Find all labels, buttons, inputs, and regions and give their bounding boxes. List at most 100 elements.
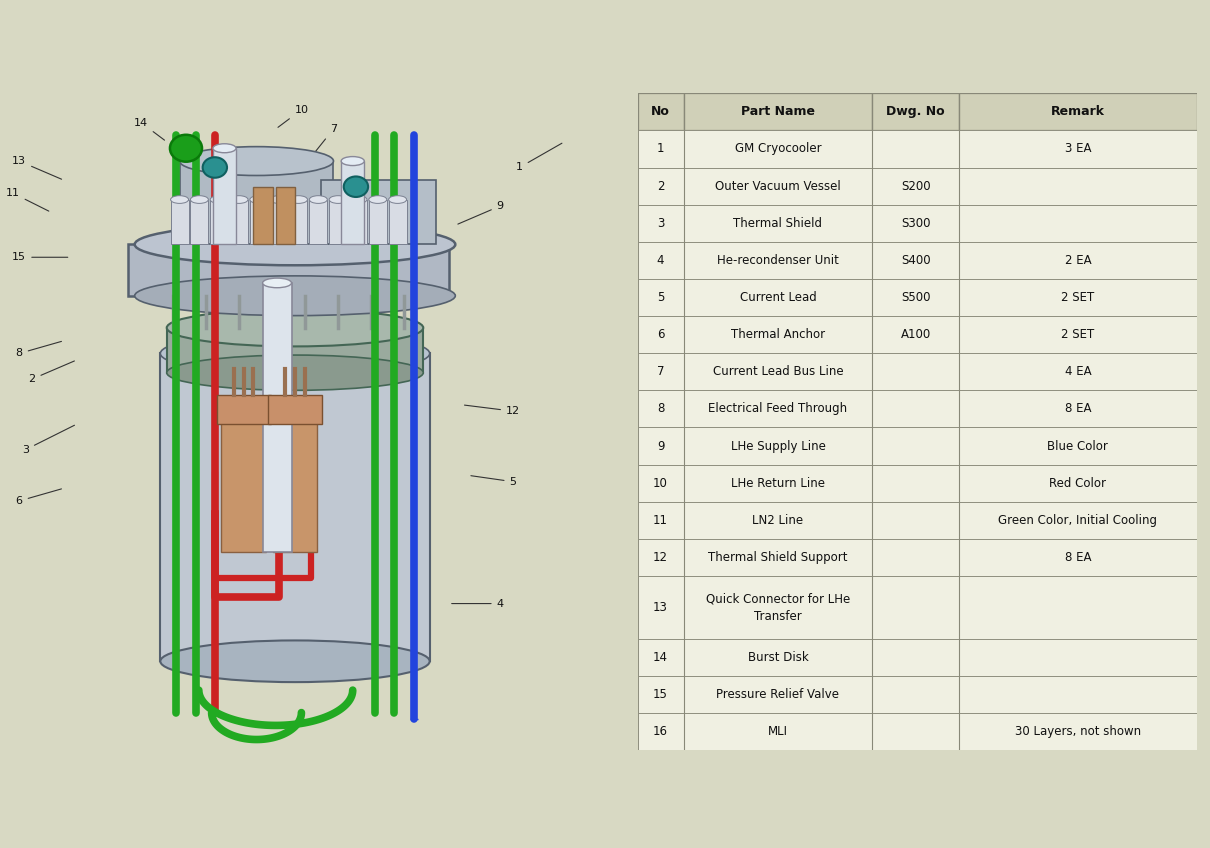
Bar [684,676,872,713]
Bar [960,465,1197,502]
Text: No: No [651,105,670,119]
Bar [684,204,872,242]
Bar [684,242,872,279]
Bar [872,353,960,390]
Ellipse shape [289,196,307,204]
Text: 2 EA: 2 EA [1065,254,1091,267]
Bar [213,148,236,244]
Text: Outer Vacuum Vessel: Outer Vacuum Vessel [715,180,841,192]
Text: GM Cryocooler: GM Cryocooler [734,142,822,155]
Text: S300: S300 [901,217,930,230]
Ellipse shape [202,157,227,178]
Ellipse shape [341,157,364,165]
Bar [684,502,872,538]
Text: 1: 1 [657,142,664,155]
Ellipse shape [329,196,347,204]
Ellipse shape [160,332,430,374]
Bar [960,639,1197,676]
Bar [638,279,684,316]
Bar [684,93,872,131]
Bar [872,576,960,639]
Bar [684,168,872,204]
Bar [872,639,960,676]
Bar [369,199,387,244]
Bar [960,242,1197,279]
Bar [960,390,1197,427]
Bar [960,427,1197,465]
Bar [872,713,960,750]
Text: S200: S200 [901,180,930,192]
Bar [321,181,436,244]
Bar [684,427,872,465]
Bar [270,199,288,244]
Bar [167,328,424,372]
Bar [276,187,295,244]
Bar [638,93,684,131]
Text: 8 EA: 8 EA [1065,551,1091,564]
Text: Electrical Feed Through: Electrical Feed Through [708,403,847,416]
Text: Thermal Anchor: Thermal Anchor [731,328,825,341]
Bar [872,465,960,502]
Bar [872,168,960,204]
Bar [960,538,1197,576]
Text: 16: 16 [653,725,668,739]
Ellipse shape [171,196,189,204]
Text: 11: 11 [653,514,668,527]
Text: 10: 10 [653,477,668,489]
Bar [289,199,307,244]
Ellipse shape [169,135,202,162]
Text: S500: S500 [901,291,930,304]
Text: Current Lead: Current Lead [739,291,817,304]
Text: Burst Disk: Burst Disk [748,651,808,664]
Bar [250,199,267,244]
Ellipse shape [230,196,248,204]
Bar [960,316,1197,353]
Text: Thermal Shield: Thermal Shield [733,217,823,230]
Text: 9: 9 [457,201,503,224]
Bar [872,390,960,427]
Text: 12: 12 [653,551,668,564]
Text: 3: 3 [657,217,664,230]
Bar [638,427,684,465]
Bar [960,676,1197,713]
Bar [684,639,872,676]
Text: LN2 Line: LN2 Line [753,514,803,527]
Text: Quick Connector for LHe
Transfer: Quick Connector for LHe Transfer [705,593,851,622]
Bar [638,576,684,639]
Text: Part Name: Part Name [741,105,816,119]
Text: 2: 2 [657,180,664,192]
Bar [872,204,960,242]
Text: 5: 5 [657,291,664,304]
Bar [263,283,292,552]
Text: 4 EA: 4 EA [1065,365,1091,378]
Bar [872,242,960,279]
Bar [638,131,684,168]
Bar [217,395,271,424]
Bar [310,199,327,244]
Bar [684,538,872,576]
Text: 1: 1 [515,143,561,172]
Bar [872,538,960,576]
Bar [638,390,684,427]
Text: 2: 2 [29,361,74,384]
Bar [190,199,208,244]
Text: LHe Supply Line: LHe Supply Line [731,439,825,453]
Bar [638,353,684,390]
Ellipse shape [211,196,229,204]
Text: A100: A100 [900,328,930,341]
Bar [960,93,1197,131]
Text: He-recondenser Unit: He-recondenser Unit [718,254,839,267]
Text: Pressure Relief Valve: Pressure Relief Valve [716,689,840,701]
Bar [960,353,1197,390]
Text: 4: 4 [451,599,503,609]
Bar [638,316,684,353]
Bar [872,502,960,538]
Bar [960,204,1197,242]
Text: Thermal Shield Support: Thermal Shield Support [708,551,848,564]
Text: Red Color: Red Color [1049,477,1106,489]
Text: 14: 14 [134,118,165,140]
Text: 15: 15 [12,252,68,262]
Text: 7: 7 [310,124,338,159]
Bar [638,502,684,538]
Bar [684,576,872,639]
